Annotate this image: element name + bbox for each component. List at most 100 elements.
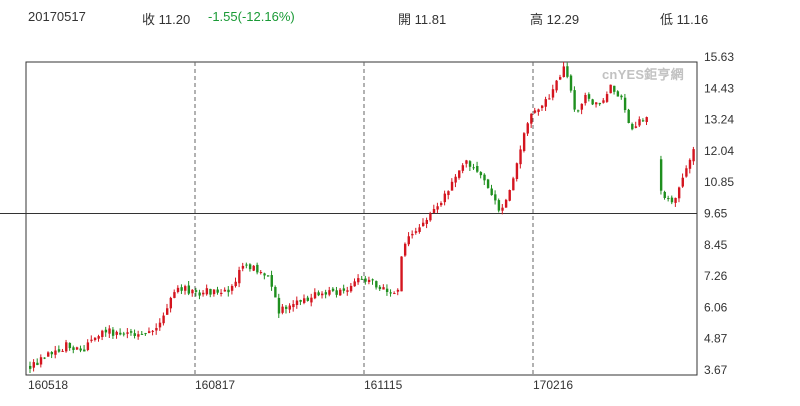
candle-body [371,279,374,281]
y-tick-4.87: 4.87 [704,332,728,346]
candle-body [627,109,630,123]
candle-body [111,329,115,336]
candle-body [198,292,201,296]
candle-body [90,339,93,341]
candle-body [483,174,486,181]
candle-body [288,305,291,310]
candle-body [587,94,591,99]
candle-body [119,332,122,335]
candle-body [688,159,692,169]
candle-body [223,289,227,292]
candle-body [205,288,209,295]
y-tick-13.24: 13.24 [704,113,734,127]
candle-body [281,306,284,313]
candle-body [57,349,61,352]
x-axis-ticks: 160518 160817 161115 170216 [28,378,573,392]
candle-body [616,91,620,97]
quote-header: 20170517 收 11.20 -1.55(-12.16%) 開 11.81 … [0,0,800,34]
open-price: 開 11.81 [398,12,447,27]
candle-body [364,278,367,282]
candle-body [342,288,346,291]
candle-body [508,189,511,201]
candle-body [324,292,328,295]
candle-body [685,168,688,177]
candle-body [29,365,32,369]
candle-body [238,269,241,284]
candle-body [497,200,501,211]
candle-body [512,178,515,191]
candle-body [317,292,320,296]
candle-body [450,181,454,191]
x-tick-161115: 161115 [364,378,403,392]
candle-body [501,207,504,211]
candle-body [122,333,126,335]
candle-body [263,273,266,276]
candle-body [674,197,677,203]
candle-body [292,304,295,308]
candle-body [613,85,616,92]
candle-body [584,94,587,104]
candle-body [194,290,198,292]
candle-body [187,285,191,294]
candle-body [360,278,364,280]
candle-body [577,110,580,112]
candle-body [93,337,97,341]
candle-body [468,161,472,167]
candle-body [220,292,223,294]
candle-body [313,292,317,299]
candle-body [432,209,436,213]
candle-body [248,264,252,270]
x-tick-160817: 160817 [195,378,235,392]
candle-body [558,77,562,80]
candle-body [436,206,439,210]
candle-body [104,329,108,333]
x-tick-160518: 160518 [28,378,68,392]
candle-body [339,289,342,296]
candle-body [681,177,684,187]
candle-body [259,272,263,274]
candle-body [375,281,378,288]
candle-body [245,264,248,266]
candle-body [645,117,648,123]
candle-body [458,170,461,178]
candle-body [227,289,230,293]
candle-body [216,289,219,293]
candle-body [270,275,273,287]
candle-body [476,166,479,172]
candle-body [230,285,234,291]
candle-body [569,75,573,91]
candle-body [403,243,407,256]
candle-body [349,285,353,292]
candle-body [284,306,288,309]
candle-body [115,331,118,335]
candle-body [79,348,82,351]
candle-body [212,289,216,295]
candle-body [234,281,237,287]
candle-body [472,167,475,169]
candle-body [623,97,627,111]
candle-body [357,278,360,283]
candle-body [566,66,569,77]
candles [29,61,695,373]
candle-body [83,349,86,352]
candle-body [519,149,522,165]
candle-body [191,289,194,294]
candle-body [310,297,313,303]
candle-body [537,109,540,112]
candle-body [544,99,547,107]
candle-body [414,231,418,233]
candle-body [526,123,529,134]
candle-body [663,191,666,198]
candle-body [631,123,634,130]
candle-body [555,80,558,91]
candle-body [551,89,555,98]
candle-body [295,300,299,306]
candle-body [328,290,331,295]
candle-body [137,334,140,337]
candle-body [266,275,270,277]
candle-body [486,179,490,188]
candle-body [562,66,565,78]
candle-body [425,219,428,224]
candle-body [129,331,133,333]
candle-body [382,287,385,290]
